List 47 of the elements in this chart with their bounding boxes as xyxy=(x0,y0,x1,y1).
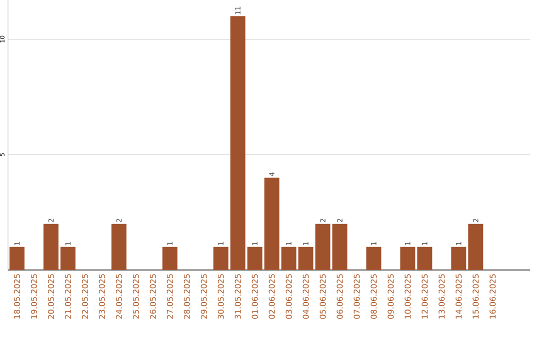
bar xyxy=(451,246,466,270)
bar xyxy=(111,224,126,270)
bar xyxy=(332,224,348,270)
x-tick-label: 19.05.2025 xyxy=(30,274,38,318)
bar xyxy=(298,246,314,270)
x-tick-label: 18.05.2025 xyxy=(14,274,20,318)
x-tick-label: 30.05.2025 xyxy=(218,274,224,319)
x-tick-label: 13.06.2025 xyxy=(438,274,445,318)
x-tick-label: 12.06.2025 xyxy=(422,274,428,318)
x-tick-label: 22.05.2025 xyxy=(82,274,88,319)
x-tick-label: 07.06.2025 xyxy=(354,274,360,319)
bar xyxy=(10,246,25,270)
bar xyxy=(366,246,382,270)
x-tick-label: 26.05.2025 xyxy=(150,274,156,319)
x-tick-label: 05.06.2025 xyxy=(320,274,326,319)
bar xyxy=(43,224,58,270)
x-tick-label: 21.05.2025 xyxy=(64,274,71,319)
x-tick-label: 06.06.2025 xyxy=(336,274,343,319)
bar xyxy=(162,246,178,270)
bar xyxy=(213,246,228,270)
bar xyxy=(468,224,484,270)
bar xyxy=(60,246,76,270)
x-tick-label: 14.06.2025 xyxy=(456,274,462,318)
x-tick-label: 08.06.2025 xyxy=(370,274,377,319)
bar xyxy=(264,178,280,270)
x-tick-label: 31.05.2025 xyxy=(234,274,241,319)
bar xyxy=(230,16,246,270)
x-tick-label: 29.05.2025 xyxy=(200,274,207,319)
x-tick-label: 10.06.2025 xyxy=(404,274,411,318)
bar xyxy=(417,246,432,270)
x-tick-label: 28.05.2025 xyxy=(184,274,190,319)
bar xyxy=(281,246,296,270)
x-tick-label: 23.05.2025 xyxy=(98,274,105,319)
x-tick-label: 03.06.2025 xyxy=(286,274,292,319)
x-tick-label: 01.06.2025 xyxy=(252,274,258,319)
x-tick-label: 24.05.2025 xyxy=(116,274,122,319)
x-tick-label: 15.06.2025 xyxy=(472,274,479,318)
bar xyxy=(247,246,262,270)
x-tick-label: 02.06.2025 xyxy=(268,274,275,319)
x-tick-label: 25.05.2025 xyxy=(132,274,139,319)
x-tick-label: 09.06.2025 xyxy=(388,274,394,319)
bar xyxy=(400,246,416,270)
x-tick-label: 20.05.2025 xyxy=(48,274,54,319)
x-tick-label: 04.06.2025 xyxy=(302,274,309,319)
x-tick-label: 27.05.2025 xyxy=(166,274,173,319)
bar xyxy=(315,224,330,270)
x-tick-label: 16.06.2025 xyxy=(490,274,496,318)
